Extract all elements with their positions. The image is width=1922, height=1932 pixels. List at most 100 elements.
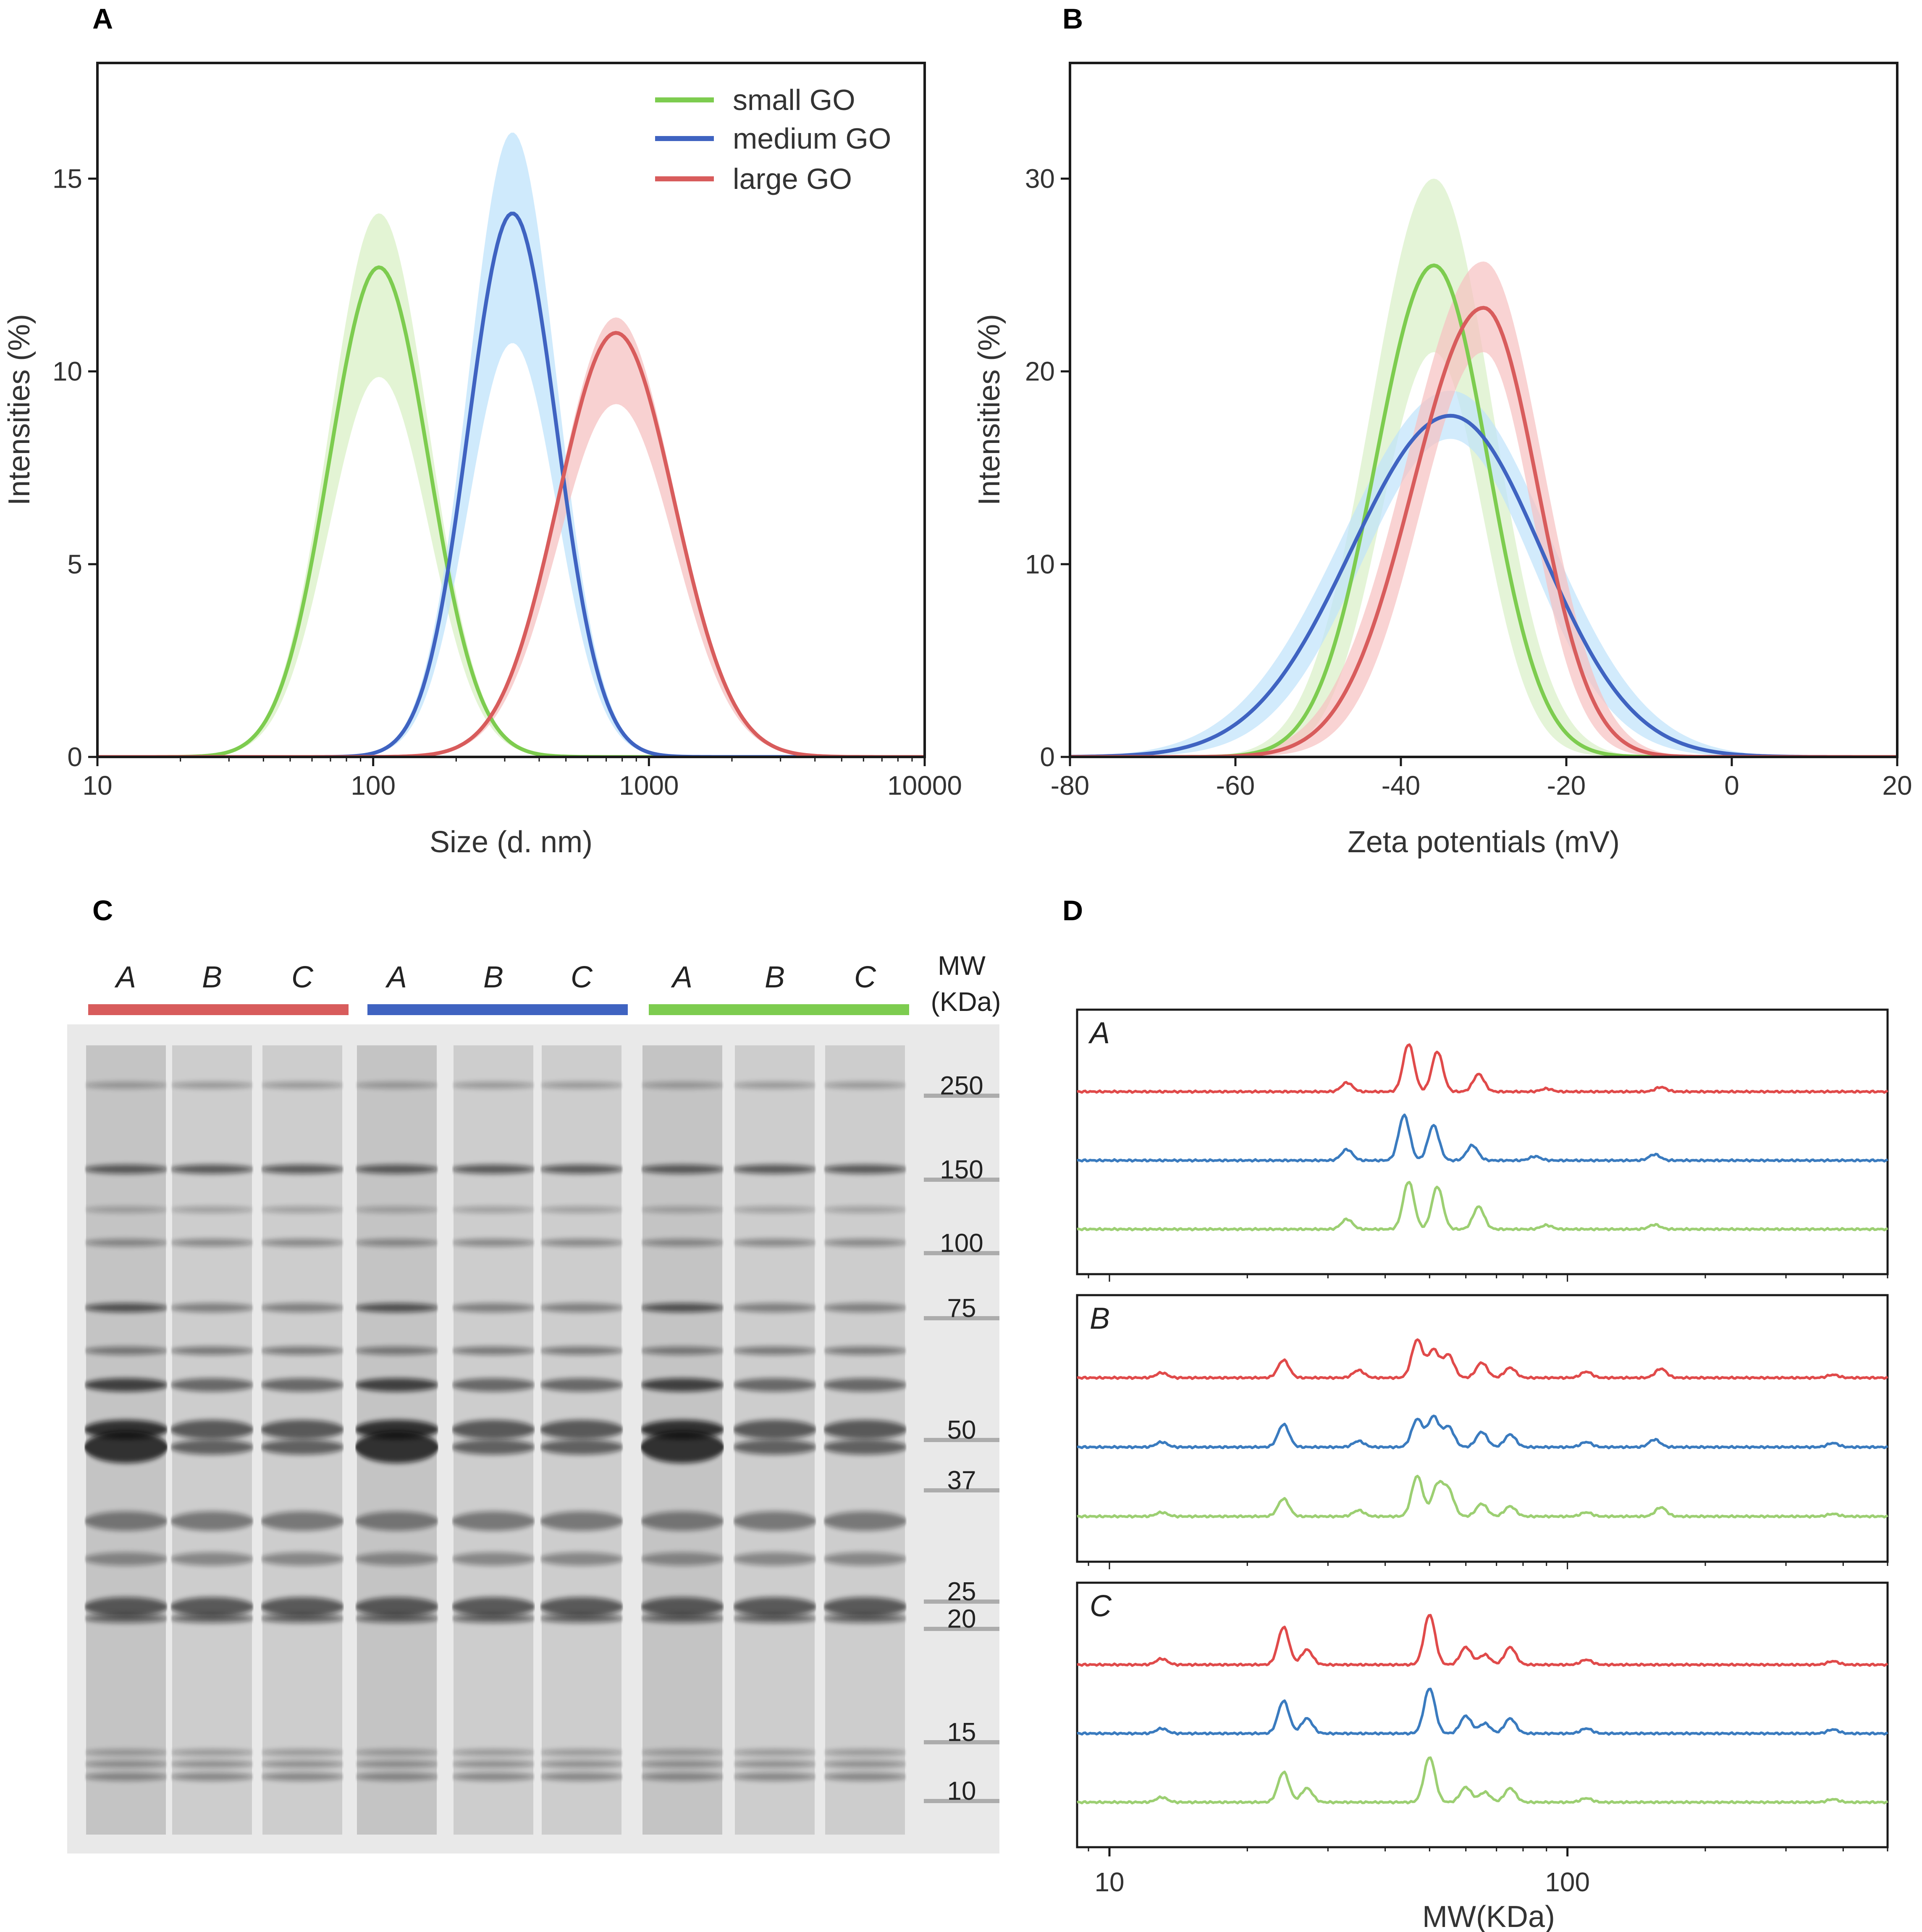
gel-band [452,1772,535,1781]
group-bar-small [649,1004,909,1015]
gel-band [452,1511,535,1531]
gel-band [355,1597,438,1617]
gel-band [452,1597,535,1617]
y-tick-label: 10 [1025,549,1055,579]
gel-band [355,1165,438,1174]
gel-band [540,1082,623,1089]
x-tick-label: -60 [1216,770,1255,801]
trace-trace_green [1077,1181,1888,1232]
gel-band [641,1597,724,1617]
panel-label-c: C [92,895,113,927]
trace-trace_blue [1077,1113,1888,1163]
gel-band [733,1749,816,1756]
gel-band [84,1749,168,1756]
gel-band [261,1420,344,1439]
lane-label: B [483,961,503,994]
gel-band [540,1346,623,1355]
marker-label: 25 [947,1577,976,1606]
trace-trace_blue [1077,1687,1888,1736]
gel-band [84,1206,168,1213]
gel-band [84,1431,168,1463]
gel-band [84,1511,168,1531]
y-axis-title: Intensities (%) [973,314,1006,505]
ladder-band [924,1251,999,1255]
gel-band [733,1378,816,1392]
band-small [97,213,925,757]
gel-band [540,1303,623,1312]
gel-band [170,1082,254,1089]
gel-band [823,1772,907,1781]
trace-trace_red [1077,1614,1888,1667]
plot-frame [96,62,926,758]
lane-label: C [854,961,876,994]
x-tick-label: -20 [1547,770,1586,801]
gel-band [452,1346,535,1355]
gel-band [84,1303,168,1312]
gel-band [355,1378,438,1392]
gel-band [452,1552,535,1566]
densitometry-chart: A B C 10 100 MW(KDa) [1076,1008,1889,1932]
gel-band [355,1431,438,1463]
gel-band [641,1760,724,1768]
lane-label: B [765,961,785,994]
gel-band [540,1439,623,1455]
gel-band [170,1303,254,1312]
gel-band [261,1082,344,1089]
gel-band [170,1378,254,1392]
gel-band [84,1346,168,1355]
gel-band [261,1614,344,1623]
gel-band [261,1760,344,1768]
gel-band [733,1082,816,1089]
gel-band [84,1552,168,1566]
legend-label-medium: medium GO [733,122,891,155]
gel-band [261,1378,344,1392]
row-frame [1076,1008,1889,1275]
gel-band [641,1431,724,1463]
gel-band [170,1346,254,1355]
marker-label: 37 [947,1466,976,1495]
group-bar-large [88,1004,349,1015]
gel-band [261,1552,344,1566]
gel-band [641,1303,724,1312]
gel-band [641,1239,724,1246]
y-tick-label: 30 [1025,164,1055,194]
ladder-band [924,1627,999,1631]
gel-band [170,1597,254,1617]
y-axis-title: Intensities (%) [3,314,36,505]
panel-label-d: D [1062,895,1083,927]
gel-band [355,1082,438,1089]
gel-band [733,1239,816,1246]
panel-label-a: A [92,3,113,35]
gel-band [540,1511,623,1531]
gel-band [355,1760,438,1768]
gel-band [355,1303,438,1312]
gel-band [84,1165,168,1174]
gel-band [733,1552,816,1566]
gel-band [261,1511,344,1531]
gel-band [261,1346,344,1355]
gel-band [452,1082,535,1089]
gel-band [733,1165,816,1174]
gel-band [84,1082,168,1089]
gel-band [170,1439,254,1455]
ladder-band [924,1799,999,1803]
lane-label: B [202,961,222,994]
gel-band [733,1206,816,1213]
gel-band [641,1614,724,1623]
gel-band [641,1749,724,1756]
lane-label: A [385,961,407,994]
gel-band [452,1614,535,1623]
gel-band [733,1760,816,1768]
gel-band [823,1614,907,1623]
gel-band [452,1206,535,1213]
gel-band [452,1239,535,1246]
gel-band [355,1614,438,1623]
gel-band [452,1165,535,1174]
gel-band [170,1165,254,1174]
marker-label: 15 [947,1718,976,1747]
gel-band [84,1760,168,1768]
gel-band [170,1511,254,1531]
gel-band [355,1346,438,1355]
legend: small GO medium GO large GO [655,84,891,195]
gel-band [540,1239,623,1246]
